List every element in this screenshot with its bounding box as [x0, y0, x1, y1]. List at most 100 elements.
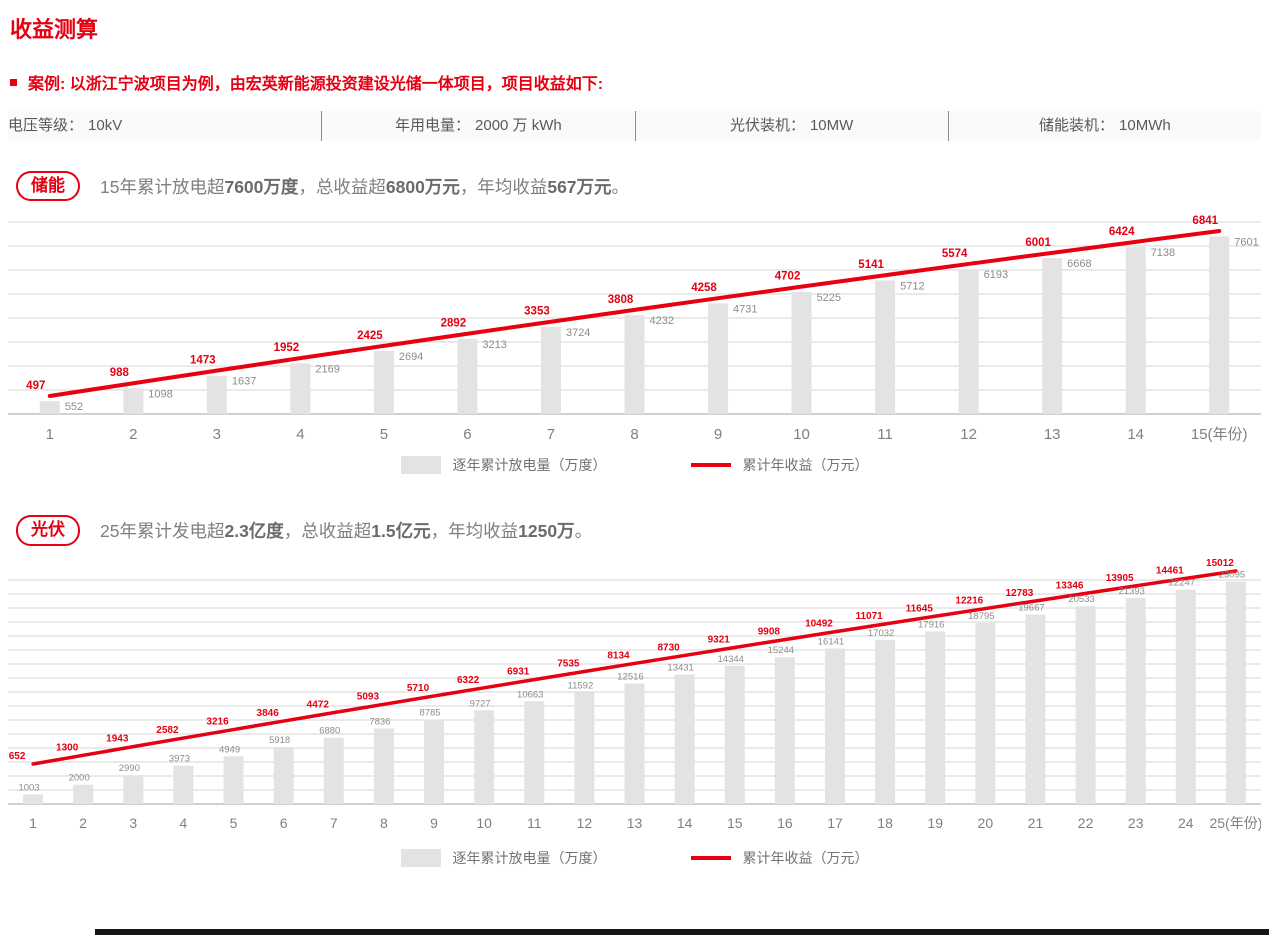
line-value-label: 2582	[156, 725, 179, 736]
line-value-label: 9321	[708, 634, 731, 645]
bar	[123, 388, 144, 415]
bar-value-label: 6880	[319, 726, 340, 737]
legend-bar-item: 逐年累计放电量（万度）	[400, 455, 607, 475]
bar	[73, 784, 94, 804]
storage-chart: 497 988 1473 1952 2425 2892 3353 3808 4258 4702 51…	[8, 209, 1261, 447]
bar-value-label: 7836	[369, 716, 390, 727]
bar-value-label: 2000	[69, 773, 90, 784]
bar	[373, 351, 394, 415]
bar	[1209, 236, 1230, 415]
page-title: 收益测算	[10, 17, 99, 42]
legend-line-label: 累计年收益（万元）	[742, 849, 869, 866]
bars-group	[39, 236, 1230, 415]
line-value-label: 1952	[274, 343, 300, 355]
x-axis-label: 15(年份)	[1191, 426, 1248, 443]
bar	[1175, 589, 1196, 804]
summary-segment: 25年累计发电超	[100, 521, 225, 542]
bar	[273, 746, 294, 804]
x-axis-label: 2	[79, 815, 87, 831]
bar-value-label: 2990	[119, 763, 140, 774]
spec-label: 年用电量：	[395, 117, 471, 134]
x-axis-label: 3	[129, 815, 137, 831]
line-value-label: 6841	[1192, 215, 1218, 227]
line-swatch-icon	[690, 855, 731, 860]
x-axis-label: 21	[1028, 815, 1044, 831]
spec-value: 10MW	[809, 117, 854, 134]
bar-value-label: 15244	[768, 645, 794, 656]
x-axis-label: 25(年份)	[1209, 815, 1261, 831]
bar-swatch-icon	[400, 848, 441, 867]
line-value-label: 13346	[1056, 580, 1084, 591]
x-axis-label: 10	[793, 426, 810, 443]
storage-chart-svg: 4979881473195224252892335338084258470251…	[8, 215, 1261, 443]
bars-group	[23, 581, 1246, 804]
bar-value-label: 1637	[232, 376, 256, 388]
bar	[1125, 247, 1146, 415]
line-value-label: 6322	[457, 675, 480, 686]
bar	[708, 303, 729, 415]
pv-section-header: 光伏 25年累计发电超2.3亿度，总收益超1.5亿元，年均收益1250万。	[16, 515, 1261, 546]
x-axis-label: 20	[978, 815, 994, 831]
x-axis-label: 16	[777, 815, 793, 831]
line-value-label: 13905	[1106, 573, 1134, 584]
x-axis-label: 3	[213, 426, 221, 443]
x-axis-label: 11	[877, 426, 893, 443]
spec-item: 光伏装机： 10MW	[634, 111, 948, 141]
x-axis-label: 13	[627, 815, 643, 831]
bar	[173, 765, 194, 804]
bar-value-labels: 552 1098 1637 2169 2694 3213 3724 4232 4731 5225 5…	[65, 237, 1259, 414]
bar-swatch-icon	[400, 456, 441, 475]
project-spec-bar: 电压等级： 10kV 年用电量： 2000 万 kWh 光伏装机： 10MW 储能装机： 10…	[8, 111, 1261, 141]
x-axis-label: 12	[577, 815, 593, 831]
bar-value-label: 17916	[918, 619, 944, 630]
legend-line-item: 累计年收益（万元）	[690, 848, 869, 868]
bar	[1025, 614, 1046, 804]
bar	[1225, 581, 1246, 804]
bar	[925, 631, 946, 804]
line-value-label: 12216	[955, 595, 983, 606]
bar-value-label: 2694	[399, 351, 423, 363]
x-axis-label: 7	[330, 815, 338, 831]
bar	[23, 794, 44, 804]
x-axis-label: 8	[630, 426, 638, 443]
x-axis-label: 22	[1078, 815, 1094, 831]
bar	[624, 683, 645, 804]
summary-segment: 1.5亿元	[371, 521, 431, 542]
line-value-label: 497	[26, 380, 45, 392]
line-value-label: 6424	[1109, 226, 1135, 238]
bar-value-label: 3724	[566, 327, 590, 339]
x-axis-label: 23	[1128, 815, 1144, 831]
legend-line-label: 累计年收益（万元）	[742, 457, 869, 474]
bar-value-label: 19667	[1018, 602, 1044, 613]
line-value-label: 3808	[608, 294, 634, 306]
x-axis-label: 11	[527, 815, 542, 831]
x-axis-label: 5	[380, 426, 388, 443]
line-value-label: 14461	[1156, 565, 1184, 576]
line-value-label: 11645	[906, 603, 934, 614]
storage-chart-block: 497 988 1473 1952 2425 2892 3353 3808 4258 4702 51…	[8, 209, 1261, 475]
line-value-labels: 497 988 1473 1952 2425 2892 3353 3808 4258 4702 51…	[26, 215, 1218, 392]
bullet-square-icon	[10, 78, 17, 86]
line-value-label: 652	[9, 751, 26, 762]
x-axis-label: 4	[296, 426, 304, 443]
line-value-labels: 652 1300 1943 2582 3216 3846 4472 5093 5710 6322 6…	[9, 558, 1235, 762]
bar	[290, 363, 311, 415]
bar-value-label: 6668	[1067, 259, 1091, 271]
spec-value: 10kV	[88, 117, 123, 134]
summary-segment: 567万元	[547, 176, 612, 197]
bar-value-label: 4232	[650, 315, 674, 327]
pv-chart-svg: 6521300194325823216384644725093571063226…	[8, 558, 1261, 831]
pv-badge: 光伏	[16, 515, 80, 546]
x-axis-label: 14	[1127, 426, 1144, 443]
x-axis-label: 4	[180, 815, 188, 831]
bar-value-label: 5225	[817, 292, 841, 304]
line-value-label: 1473	[190, 355, 216, 367]
bar-value-label: 3973	[169, 754, 190, 765]
bar	[958, 269, 979, 415]
x-axis-label: 24	[1178, 815, 1194, 831]
x-axis-label: 2	[129, 426, 137, 443]
summary-segment: ，总收益超	[298, 176, 386, 197]
bar-value-label: 1098	[148, 389, 172, 401]
bar-value-label: 7138	[1151, 248, 1175, 260]
